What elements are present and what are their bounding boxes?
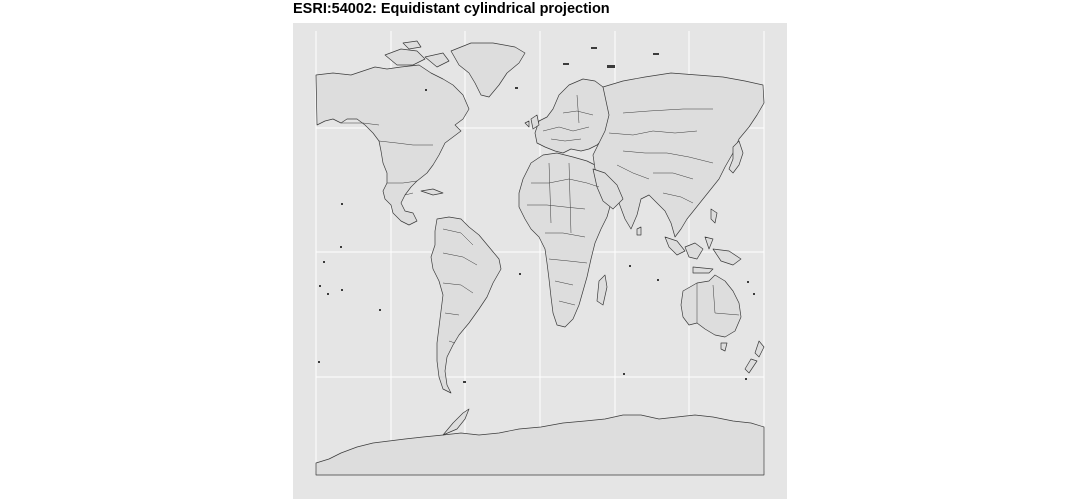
land-masses bbox=[315, 40, 765, 476]
land-british-isles bbox=[524, 114, 540, 130]
world-map bbox=[315, 31, 765, 476]
border-australia bbox=[696, 283, 740, 323]
island bbox=[753, 293, 755, 295]
country-borders bbox=[341, 94, 740, 344]
land-new-zealand bbox=[744, 340, 765, 374]
land-arctic-islands bbox=[384, 40, 450, 68]
island bbox=[519, 273, 521, 275]
land-japan bbox=[728, 140, 744, 174]
island bbox=[323, 261, 325, 263]
small-islands bbox=[318, 47, 755, 383]
island bbox=[563, 63, 569, 65]
land-madagascar bbox=[596, 274, 608, 306]
island bbox=[747, 281, 749, 283]
land-cuba bbox=[420, 188, 444, 196]
island bbox=[653, 53, 659, 55]
island bbox=[318, 361, 320, 363]
island bbox=[607, 65, 615, 68]
border-europe bbox=[542, 94, 594, 142]
island bbox=[463, 381, 466, 383]
island bbox=[591, 47, 597, 49]
island bbox=[341, 203, 343, 205]
map-title: ESRI:54002: Equidistant cylindrical proj… bbox=[293, 1, 610, 17]
land-southeast-asia-islands bbox=[664, 208, 742, 274]
land-australia bbox=[680, 274, 742, 338]
land-sri-lanka bbox=[636, 226, 642, 236]
island bbox=[629, 265, 631, 267]
island bbox=[657, 279, 659, 281]
island bbox=[379, 309, 381, 311]
border-africa bbox=[527, 162, 600, 306]
map-panel bbox=[293, 23, 787, 499]
island bbox=[425, 89, 427, 91]
land-antarctica bbox=[315, 414, 765, 476]
border-north-america bbox=[341, 122, 433, 196]
land-antarctic-peninsula bbox=[442, 408, 470, 436]
island bbox=[341, 289, 343, 291]
island bbox=[327, 293, 329, 295]
land-arabia bbox=[592, 168, 624, 210]
island bbox=[745, 378, 747, 380]
border-asia bbox=[608, 108, 714, 204]
island bbox=[319, 285, 321, 287]
land-greenland bbox=[450, 42, 526, 98]
island bbox=[340, 246, 342, 248]
island bbox=[515, 87, 518, 89]
border-south-america bbox=[442, 228, 478, 344]
island bbox=[623, 373, 625, 375]
land-tasmania bbox=[720, 342, 728, 352]
land-south-america bbox=[430, 216, 502, 394]
land-north-america bbox=[315, 64, 470, 226]
